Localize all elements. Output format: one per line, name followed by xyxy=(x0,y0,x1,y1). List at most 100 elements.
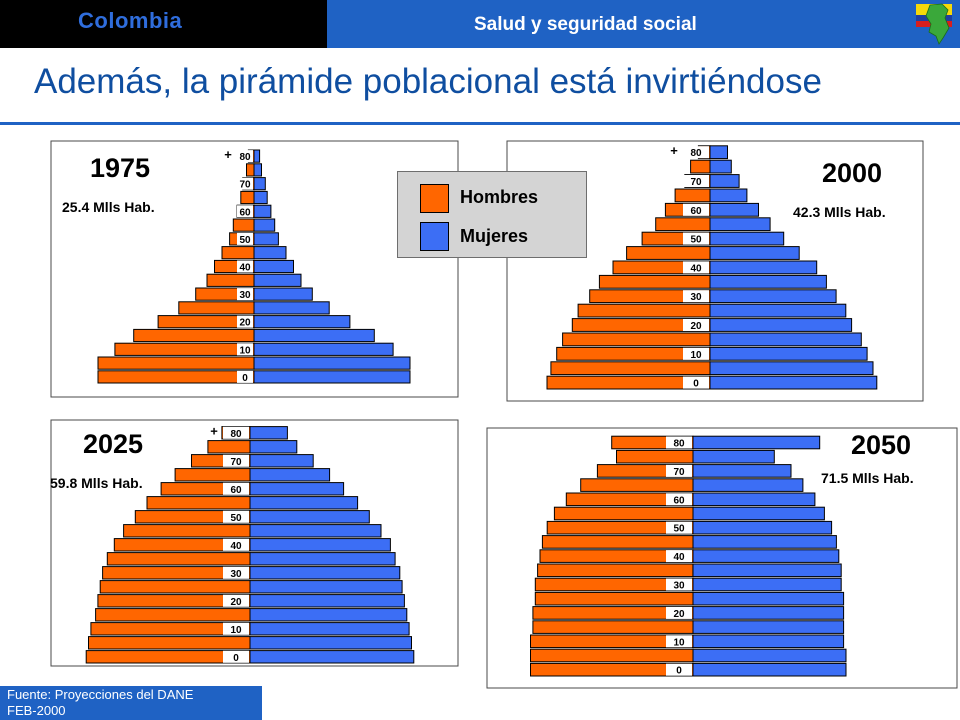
bar-female-2050 xyxy=(692,535,837,549)
bar-female-1975 xyxy=(253,232,279,246)
bar-female-2025 xyxy=(249,454,314,468)
age-label-bg-1975 xyxy=(237,260,253,273)
bar-male-1975 xyxy=(221,246,255,260)
age-tick-label-2000: 60 xyxy=(690,206,702,217)
legend-swatch-mujeres xyxy=(420,222,449,251)
bar-male-2025 xyxy=(95,608,251,622)
bar-male-1975 xyxy=(97,356,255,370)
bar-female-2050 xyxy=(692,520,833,535)
source-line-2: FEB-2000 xyxy=(7,703,66,718)
bar-female-2025 xyxy=(249,580,403,594)
age-top-marker-1975: + xyxy=(224,147,232,162)
bar-male-2050 xyxy=(616,449,694,464)
age-label-bg-2050 xyxy=(666,606,692,619)
legend-label-mujeres: Mujeres xyxy=(460,226,529,246)
age-label-bg-1975 xyxy=(237,288,253,301)
bar-male-2025 xyxy=(123,524,251,538)
bar-male-2000 xyxy=(577,303,711,318)
bar-female-2050 xyxy=(692,591,845,606)
age-label-bg-2050 xyxy=(666,635,692,648)
chart-1975-year: 1975 xyxy=(90,153,151,183)
age-label-bg-1975 xyxy=(237,315,253,328)
age-tick-label-2050: 20 xyxy=(673,609,685,620)
bar-female-2050 xyxy=(692,449,775,464)
age-tick-label-2000: 30 xyxy=(690,292,702,303)
bar-female-2025 xyxy=(249,538,391,552)
bar-female-2050 xyxy=(692,648,847,663)
bar-male-1975 xyxy=(178,301,255,315)
age-label-bg-2025 xyxy=(223,482,249,495)
bar-female-2025 xyxy=(249,636,412,650)
age-label-bg-2000 xyxy=(683,261,709,274)
age-tick-label-2050: 0 xyxy=(676,666,682,677)
age-tick-label-1975: 40 xyxy=(239,263,251,274)
age-label-bg-2050 xyxy=(666,550,692,563)
bar-female-2025 xyxy=(249,608,408,622)
bar-male-1975 xyxy=(232,218,255,232)
bar-female-2050 xyxy=(692,478,804,492)
age-tick-label-2025: 20 xyxy=(230,597,242,608)
bar-male-2000 xyxy=(598,274,711,289)
bar-female-2000 xyxy=(709,361,874,376)
bar-male-2000 xyxy=(655,217,711,232)
age-label-bg-1975 xyxy=(237,343,253,356)
age-label-bg-2050 xyxy=(666,464,692,477)
title-divider xyxy=(0,122,960,125)
bar-female-2025 xyxy=(249,510,370,524)
age-label-bg-2025 xyxy=(223,426,249,439)
chart-2050-year: 2050 xyxy=(851,430,912,460)
bar-female-2025 xyxy=(249,524,382,538)
age-label-bg-2000 xyxy=(683,290,709,303)
bar-female-2000 xyxy=(709,145,728,160)
age-label-bg-2025 xyxy=(223,566,249,579)
age-tick-label-2025: 50 xyxy=(230,513,242,524)
bar-female-2000 xyxy=(709,188,748,203)
bar-female-2000 xyxy=(709,346,868,361)
age-tick-label-1975: 0 xyxy=(242,373,248,384)
age-tick-label-2025: 0 xyxy=(233,653,239,664)
age-tick-label-2050: 30 xyxy=(673,581,685,592)
age-label-bg-2025 xyxy=(223,650,249,663)
bar-female-1975 xyxy=(253,218,276,232)
age-label-bg-2000 xyxy=(683,319,709,331)
age-label-bg-2050 xyxy=(666,436,692,449)
bar-female-2050 xyxy=(692,549,840,563)
bar-female-2000 xyxy=(709,159,732,174)
bar-male-2050 xyxy=(532,620,694,634)
bar-female-2025 xyxy=(249,650,415,664)
chart-2025-year: 2025 xyxy=(83,429,144,459)
bar-female-1975 xyxy=(253,177,266,191)
age-tick-label-2050: 80 xyxy=(673,439,685,450)
age-tick-label-2025: 40 xyxy=(230,541,242,552)
age-tick-label-2025: 10 xyxy=(230,625,242,636)
bar-male-2025 xyxy=(99,580,251,594)
chart-2050-population: 71.5 Mlls Hab. xyxy=(821,470,914,486)
bar-female-2000 xyxy=(709,375,878,390)
age-tick-label-1975: 20 xyxy=(239,318,251,329)
age-tick-label-2025: 80 xyxy=(230,429,242,440)
header-right-bar xyxy=(327,0,960,48)
bar-female-1975 xyxy=(253,204,272,218)
bar-female-2050 xyxy=(692,577,842,592)
bar-male-2025 xyxy=(106,552,251,566)
age-tick-label-2025: 60 xyxy=(230,485,242,496)
bar-female-2000 xyxy=(709,318,853,332)
age-tick-label-2000: 10 xyxy=(690,350,702,361)
bar-male-2000 xyxy=(626,246,711,260)
bar-female-2000 xyxy=(709,231,785,246)
age-label-bg-1975 xyxy=(237,370,253,383)
age-tick-label-1975: 80 xyxy=(239,152,251,163)
bar-female-1975 xyxy=(253,370,411,384)
colombia-map-flag-icon xyxy=(916,3,952,45)
bar-male-2050 xyxy=(580,478,694,492)
age-tick-label-1975: 30 xyxy=(239,290,251,301)
bar-female-2000 xyxy=(709,246,800,260)
legend-label-hombres: Hombres xyxy=(460,187,539,207)
age-label-bg-1975 xyxy=(237,177,253,190)
bar-female-2050 xyxy=(692,606,845,620)
bar-male-1975 xyxy=(133,328,255,343)
bar-male-2050 xyxy=(534,591,694,606)
age-tick-label-2000: 80 xyxy=(690,148,702,159)
bar-female-2025 xyxy=(249,496,359,510)
